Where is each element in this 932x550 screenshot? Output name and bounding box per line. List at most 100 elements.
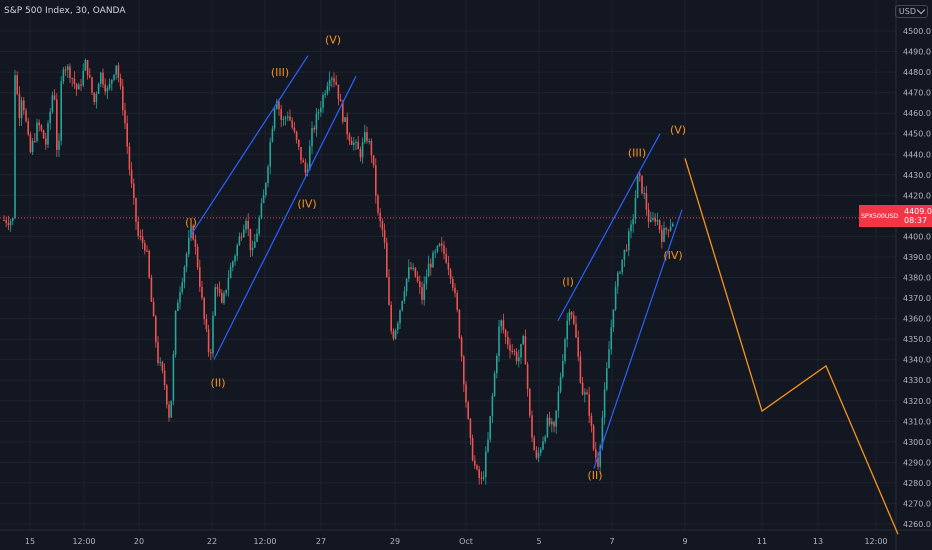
candle-body bbox=[128, 146, 131, 170]
candle-body bbox=[588, 394, 590, 416]
candle-body bbox=[218, 289, 221, 293]
candle-body bbox=[608, 349, 610, 369]
candle-body bbox=[124, 110, 126, 124]
channel-line bbox=[189, 55, 309, 237]
candle-body bbox=[346, 117, 348, 135]
candle-body bbox=[67, 66, 69, 70]
x-tick-label: 27 bbox=[316, 537, 326, 546]
candle-body bbox=[126, 123, 128, 147]
y-tick-label: 4270.0 bbox=[903, 499, 931, 508]
candle-body bbox=[434, 251, 436, 253]
chevron-down-icon bbox=[916, 5, 926, 15]
candle-body bbox=[216, 287, 219, 290]
y-tick-label: 4420.0 bbox=[903, 191, 931, 200]
candle-body bbox=[405, 278, 408, 292]
candle-body bbox=[630, 224, 632, 232]
candle-body bbox=[108, 83, 111, 89]
candle-body bbox=[353, 142, 355, 145]
candle-body bbox=[364, 132, 366, 143]
candle-body bbox=[207, 329, 210, 353]
candle-body bbox=[287, 116, 289, 118]
candle-body bbox=[427, 263, 430, 277]
candle-body bbox=[58, 140, 60, 150]
candle-body bbox=[529, 388, 531, 416]
candle-body bbox=[155, 316, 157, 343]
candle-body bbox=[355, 141, 357, 143]
candle-body bbox=[449, 269, 452, 279]
candle-body bbox=[575, 323, 577, 338]
candle-body bbox=[258, 218, 260, 234]
candle-body bbox=[18, 93, 21, 119]
candle-body bbox=[47, 122, 49, 145]
candle-body bbox=[522, 336, 524, 345]
candle-body bbox=[210, 352, 212, 354]
candle-body bbox=[7, 223, 10, 226]
candle-body bbox=[174, 310, 177, 355]
candle-body bbox=[566, 320, 568, 340]
candle-body bbox=[584, 392, 586, 395]
projection-line bbox=[684, 158, 899, 535]
candle-body bbox=[342, 101, 344, 122]
candle-body bbox=[139, 235, 142, 237]
x-tick-label: 11 bbox=[757, 537, 767, 546]
candle-body bbox=[199, 267, 201, 287]
candle-body bbox=[177, 302, 179, 311]
y-tick-label: 4260.0 bbox=[903, 520, 931, 529]
candle-body bbox=[82, 70, 84, 86]
wave-label: (II) bbox=[210, 376, 225, 389]
candle-body bbox=[93, 92, 95, 103]
candle-body bbox=[375, 165, 377, 196]
candle-body bbox=[471, 438, 474, 461]
candle-body bbox=[502, 320, 505, 331]
x-tick-label: 12:00 bbox=[253, 537, 276, 546]
candle-body bbox=[95, 93, 98, 103]
y-tick-label: 4390.0 bbox=[903, 253, 931, 262]
candle-body bbox=[645, 193, 648, 210]
candle-body bbox=[240, 236, 243, 238]
candle-body bbox=[194, 239, 197, 247]
candle-body bbox=[229, 267, 232, 279]
candle-body bbox=[183, 267, 186, 283]
candle-body bbox=[62, 69, 65, 82]
candle-body bbox=[386, 242, 388, 278]
candle-body bbox=[403, 291, 406, 301]
candle-body bbox=[348, 134, 351, 141]
candle-body bbox=[20, 100, 23, 119]
candle-body bbox=[106, 88, 109, 92]
candle-body bbox=[293, 127, 296, 132]
currency-selector[interactable]: USD bbox=[894, 5, 928, 18]
candle-body bbox=[493, 373, 496, 396]
candle-body bbox=[31, 140, 34, 153]
candle-body bbox=[42, 130, 45, 139]
candle-body bbox=[641, 175, 643, 194]
candle-body bbox=[531, 415, 533, 438]
candle-body bbox=[161, 362, 164, 371]
candle-body bbox=[542, 441, 544, 450]
candle-body bbox=[573, 315, 575, 324]
candle-body bbox=[401, 300, 403, 311]
candle-body bbox=[170, 400, 172, 418]
candle-body bbox=[295, 131, 298, 140]
candle-body bbox=[361, 142, 364, 158]
candle-body bbox=[656, 220, 659, 222]
candle-body bbox=[265, 183, 267, 196]
y-tick-label: 4440.0 bbox=[903, 150, 931, 159]
candle-body bbox=[370, 141, 373, 156]
candle-body bbox=[104, 84, 106, 92]
candle-body bbox=[251, 247, 254, 251]
candle-body bbox=[399, 310, 401, 324]
candle-body bbox=[456, 293, 458, 310]
candle-body bbox=[414, 267, 417, 277]
candle-body bbox=[133, 183, 135, 199]
x-tick-label: 5 bbox=[536, 537, 541, 546]
candle-body bbox=[221, 292, 223, 303]
candle-body bbox=[597, 457, 599, 467]
wave-label: (III) bbox=[628, 146, 646, 159]
candle-body bbox=[3, 219, 5, 221]
candle-body bbox=[568, 312, 571, 321]
candle-body bbox=[452, 278, 454, 288]
candle-body bbox=[157, 342, 159, 363]
candle-body bbox=[469, 418, 472, 439]
